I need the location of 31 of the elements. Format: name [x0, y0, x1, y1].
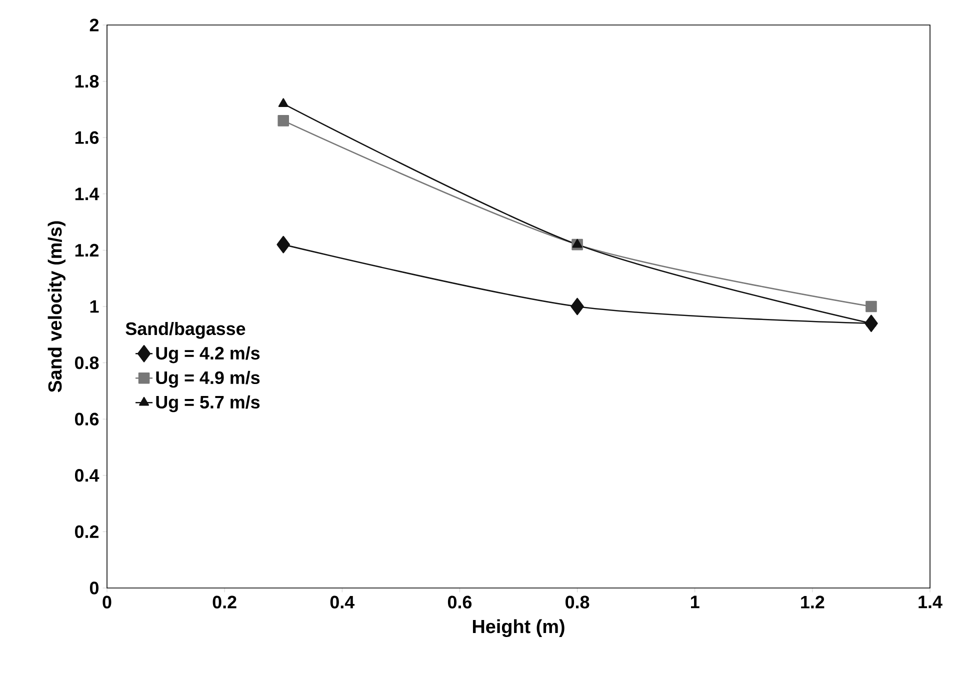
y-tick-label: 1 [90, 300, 99, 313]
y-tick-label: 0.6 [75, 412, 99, 426]
point [278, 115, 290, 126]
legend-label: Ug = 4.2 m/s [156, 346, 260, 364]
x-tick-label: 1.4 [918, 596, 942, 608]
legend-label: Ug = 5.7 m/s [156, 395, 260, 412]
y-tick-label: 1.4 [75, 188, 100, 200]
y-tick-label: 0.2 [75, 525, 99, 538]
x-tick-label: 1.2 [801, 596, 824, 608]
point [572, 238, 582, 248]
point [276, 236, 290, 254]
y-tick-label: 2 [90, 18, 99, 32]
y-tick-label: 0.8 [75, 356, 99, 370]
y-tick-label: 1.8 [75, 74, 99, 88]
x-tick-label: 1 [691, 596, 700, 608]
x-tick-label: 0.6 [448, 596, 472, 608]
point [278, 98, 288, 107]
x-tick-label: 0 [102, 596, 112, 608]
x-axis-title: Height (m) [472, 619, 564, 638]
y-tick-label: 0.4 [75, 469, 100, 482]
y-tick-label: 1.2 [75, 244, 99, 256]
legend-label: Ug = 4.9 m/s [156, 370, 260, 388]
x-tick-label: 0.4 [330, 596, 355, 608]
y-tick-label: 0 [90, 582, 98, 594]
y-tick-label: 1.6 [75, 131, 99, 144]
y-axis-title: Sand velocity (m/s) [48, 221, 66, 392]
point [570, 298, 584, 316]
x-tick-label: 0.2 [212, 596, 236, 608]
point [866, 300, 877, 312]
legend-title: Sand/bagasse [126, 322, 246, 339]
x-tick-label: 0.8 [566, 596, 590, 608]
